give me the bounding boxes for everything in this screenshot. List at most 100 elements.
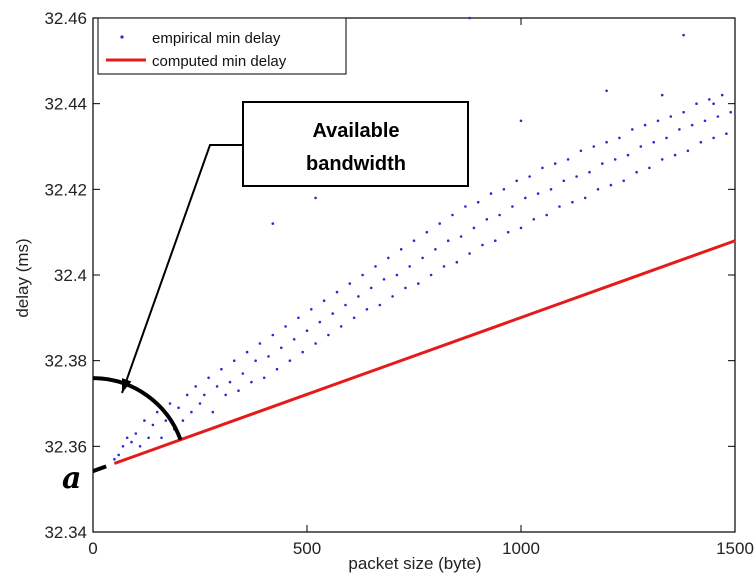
scatter-point [566,158,570,161]
scatter-point [378,303,382,307]
scatter-point [716,115,720,118]
scatter-point [344,303,347,307]
scatter-point [648,166,651,170]
scatter-point [660,93,664,97]
scatter-point [404,286,407,290]
scatter-point [498,213,501,217]
x-tick-label: 1500 [716,539,754,558]
scatter-point [446,239,450,242]
y-tick-label: 32.38 [44,352,87,371]
scatter-point [429,273,433,277]
scatter-point [399,248,403,251]
scatter-point [502,188,506,191]
scatter-point [519,226,523,230]
scatter-point [387,256,390,260]
y-tick-label: 32.46 [44,9,87,28]
scatter-point [506,230,510,234]
scatter-point [357,295,360,298]
scatter-point [455,260,459,264]
scatter-point [339,325,343,328]
callout-text-line-1: Available [312,120,399,142]
angle-arc [92,376,183,441]
scatter-point [643,123,647,127]
scatter-point [528,175,531,178]
legend-label-empirical: empirical min delay [152,30,281,47]
legend: empirical min delay computed min delay [97,17,347,75]
scatter-point [553,162,557,165]
scatter-point [699,140,703,144]
dashed-extension-line [92,461,116,474]
scatter-point [382,278,386,281]
scatter-point [571,200,574,204]
scatter-point [352,316,356,320]
scatter-point [472,226,476,230]
scatter-point [511,205,514,208]
scatter-point [335,290,339,294]
scatter-point [695,102,698,105]
scatter-point [267,355,270,358]
scatter-point [703,119,707,123]
scatter-point [476,200,480,204]
scatter-point [391,295,394,298]
scatter-point [155,410,159,414]
scatter-point [690,123,694,127]
scatter-point [541,166,544,170]
scatter-point [417,282,420,285]
scatter-point [365,308,369,311]
scatter-point [237,389,240,393]
scatter-point [198,402,202,405]
scatter-point [134,432,138,435]
scatter-point [314,342,317,345]
scatter-point [669,115,673,118]
scatter-point [613,158,617,161]
y-tick-label: 32.44 [44,95,87,114]
x-tick-label: 0 [88,539,97,558]
scatter-point [130,440,133,444]
scatter-point [720,93,724,97]
scatter-point [442,265,446,268]
x-tick-labels: 0 500 1000 1500 [88,539,754,558]
scatter-point [125,436,129,440]
y-tick-labels: 32.34 32.36 32.38 32.4 32.42 32.44 32.46 [44,9,87,542]
scatter-point [190,410,193,414]
scatter-point [635,170,638,174]
scatter-point [686,149,690,153]
scatter-point [151,423,155,427]
scatter-point [138,445,142,448]
scatter-point [708,98,711,101]
scatter-point [536,192,540,195]
scatter-point [425,230,429,234]
scatter-point [395,273,399,277]
y-tick-label: 32.36 [44,437,87,456]
scatter-point [322,299,326,303]
scatter-point [331,312,335,315]
callout-box [242,101,469,187]
scatter-point [464,205,467,208]
scatter-point [631,128,634,131]
callout-arrow-line [121,144,243,394]
scatter-point [245,350,249,354]
y-tick-label: 32.4 [54,266,87,285]
scatter-point [434,248,437,251]
scatter-point [262,376,266,380]
scatter-point [588,170,591,174]
scatter-point [327,333,330,337]
x-tick-label: 500 [293,539,321,558]
legend-label-computed: computed min delay [152,53,287,70]
scatter-point [168,402,172,405]
scatter-point [348,282,352,285]
scatter-point [305,329,309,333]
scatter-point [121,445,125,448]
scatter-point [275,367,279,371]
scatter-point [558,205,561,208]
scatter-point [673,153,677,157]
scatter-point [575,175,578,178]
alpha-label: a [62,461,81,496]
scatter-point [451,213,454,217]
scatter-point [665,136,668,140]
scatter-point [408,265,412,268]
scatter-point [468,252,471,255]
scatter-point [224,393,227,397]
scatter-point [729,110,732,114]
